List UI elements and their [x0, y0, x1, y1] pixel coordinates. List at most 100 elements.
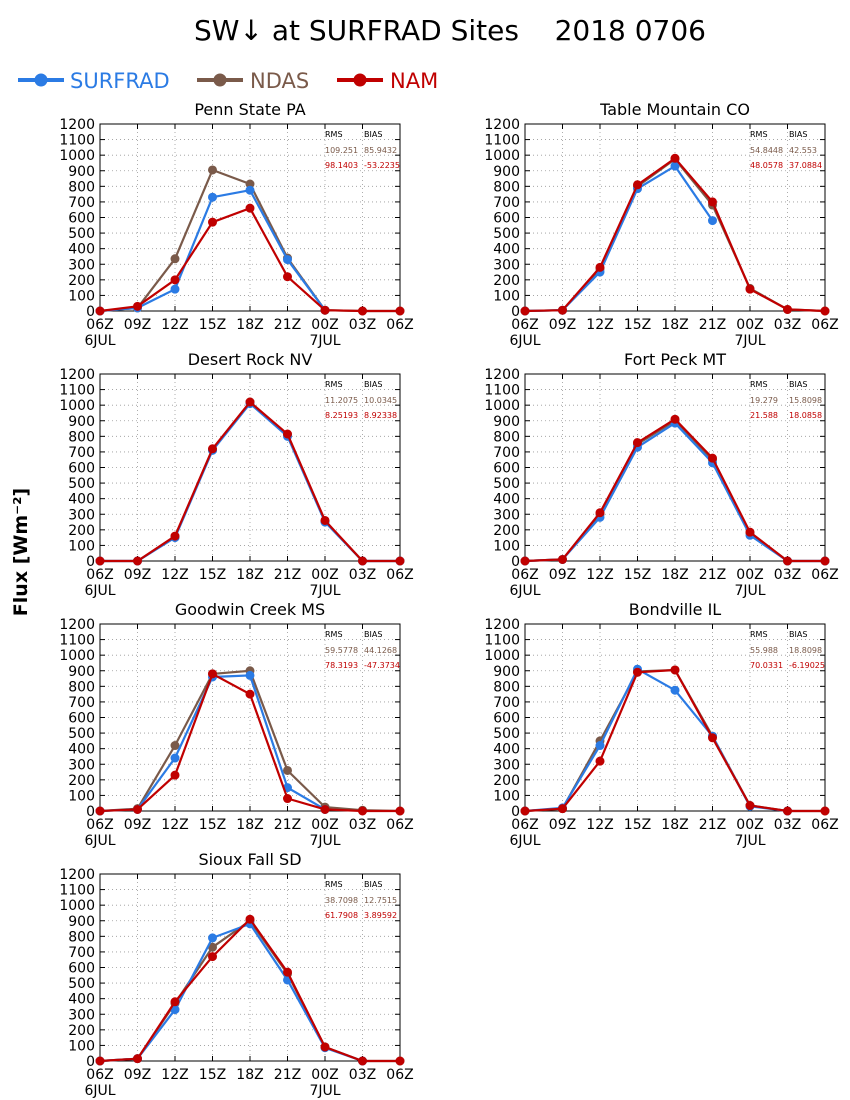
y-tick-label: 600 — [68, 711, 95, 727]
x-tick-label: 09Z — [124, 817, 151, 833]
y-tick-label: 300 — [68, 757, 95, 773]
data-point — [820, 556, 830, 566]
y-tick-label: 100 — [493, 288, 520, 304]
data-point — [395, 306, 405, 316]
panel-title: Fort Peck MT — [624, 350, 726, 369]
data-point — [745, 801, 755, 811]
series-line — [99, 674, 326, 813]
y-tick-label: 1100 — [59, 383, 95, 399]
data-point — [783, 556, 792, 566]
panel-goodwin-creek-ms: Goodwin Creek MS 010020030040050060070080… — [59, 600, 413, 849]
data-point — [670, 153, 680, 163]
data-point — [283, 272, 292, 282]
y-tick-label: 300 — [68, 507, 95, 523]
y-tick-label: 0 — [86, 804, 95, 820]
x-tick-label: 15Z — [624, 317, 651, 333]
y-tick-label: 500 — [493, 476, 520, 492]
data-point — [170, 741, 180, 751]
y-tick-label: 1200 — [59, 617, 95, 633]
stats-header-bias: BIAS — [364, 630, 382, 639]
x-date-label: 7JUL — [309, 583, 340, 599]
data-point — [170, 254, 180, 264]
data-point — [708, 216, 717, 226]
data-point — [820, 306, 830, 316]
data-point — [170, 753, 180, 763]
legend: SURFRAD NDAS NAM — [18, 69, 438, 93]
data-point — [595, 756, 605, 766]
x-tick-label: 06Z — [386, 567, 413, 583]
y-tick-label: 100 — [68, 788, 95, 804]
x-tick-label: 18Z — [236, 817, 263, 833]
series-surfrad — [520, 161, 717, 316]
panel-title: Sioux Fall SD — [198, 850, 301, 869]
x-tick-label: 15Z — [199, 817, 226, 833]
legend-marker — [34, 73, 48, 87]
data-point — [170, 531, 180, 541]
y-tick-label: 1200 — [59, 367, 95, 383]
y-tick-label: 300 — [493, 507, 520, 523]
y-tick-label: 1000 — [484, 648, 520, 664]
y-tick-label: 500 — [68, 726, 95, 742]
x-date-label: 6JUL — [84, 583, 115, 599]
x-tick-label: 18Z — [661, 817, 688, 833]
data-point — [783, 304, 792, 314]
x-tick-label: 12Z — [161, 317, 188, 333]
x-tick-label: 06Z — [86, 1067, 113, 1083]
x-date-label: 6JUL — [84, 833, 115, 849]
y-tick-label: 700 — [68, 195, 95, 211]
series-nam — [520, 665, 830, 816]
panel-sioux-fall-sd: Sioux Fall SD 010020030040050060070080090… — [59, 850, 413, 1099]
data-point — [95, 556, 105, 566]
data-point — [595, 508, 605, 518]
panel-title: Penn State PA — [194, 100, 305, 119]
data-point — [670, 685, 680, 695]
data-point — [358, 556, 367, 566]
y-tick-label: 400 — [493, 492, 520, 508]
x-date-label: 6JUL — [84, 333, 115, 349]
y-tick-label: 800 — [493, 429, 520, 445]
stats-ndas-bias: 85.9432 — [364, 146, 397, 155]
x-tick-label: 06Z — [386, 1067, 413, 1083]
y-tick-label: 800 — [68, 179, 95, 195]
y-tick-label: 800 — [68, 679, 95, 695]
stats-nam-bias: 37.0884 — [789, 161, 822, 170]
data-point — [520, 556, 530, 566]
y-tick-label: 400 — [68, 742, 95, 758]
y-tick-label: 1100 — [59, 633, 95, 649]
y-tick-label: 1200 — [484, 617, 520, 633]
data-point — [283, 429, 292, 439]
x-tick-label: 18Z — [236, 317, 263, 333]
data-point — [208, 217, 217, 227]
y-tick-label: 400 — [493, 742, 520, 758]
data-point — [208, 933, 217, 943]
x-tick-label: 00Z — [311, 817, 338, 833]
y-tick-label: 500 — [68, 476, 95, 492]
y-tick-label: 100 — [493, 538, 520, 554]
data-point — [358, 806, 367, 816]
legend-marker — [213, 73, 227, 87]
x-tick-label: 09Z — [124, 567, 151, 583]
stats-header-bias: BIAS — [364, 880, 382, 889]
series-surfrad — [520, 664, 792, 816]
y-tick-label: 500 — [493, 226, 520, 242]
stats-header-bias: BIAS — [364, 380, 382, 389]
y-tick-label: 100 — [68, 1038, 95, 1054]
x-tick-label: 12Z — [586, 567, 613, 583]
y-tick-label: 900 — [68, 414, 95, 430]
x-tick-label: 03Z — [349, 817, 376, 833]
stats-header-rms: RMS — [325, 880, 343, 889]
stats-header-bias: BIAS — [789, 380, 807, 389]
y-tick-label: 800 — [493, 179, 520, 195]
x-date-label: 6JUL — [509, 833, 540, 849]
y-tick-label: 900 — [493, 664, 520, 680]
y-tick-label: 1200 — [59, 867, 95, 883]
data-point — [670, 161, 680, 171]
data-point — [208, 192, 217, 202]
y-tick-label: 600 — [493, 711, 520, 727]
series-nam — [520, 153, 830, 316]
stats-ndas-rms: 59.5778 — [325, 646, 358, 655]
y-tick-label: 400 — [68, 992, 95, 1008]
y-tick-label: 700 — [68, 945, 95, 961]
y-tick-label: 600 — [68, 961, 95, 977]
data-point — [245, 670, 255, 680]
